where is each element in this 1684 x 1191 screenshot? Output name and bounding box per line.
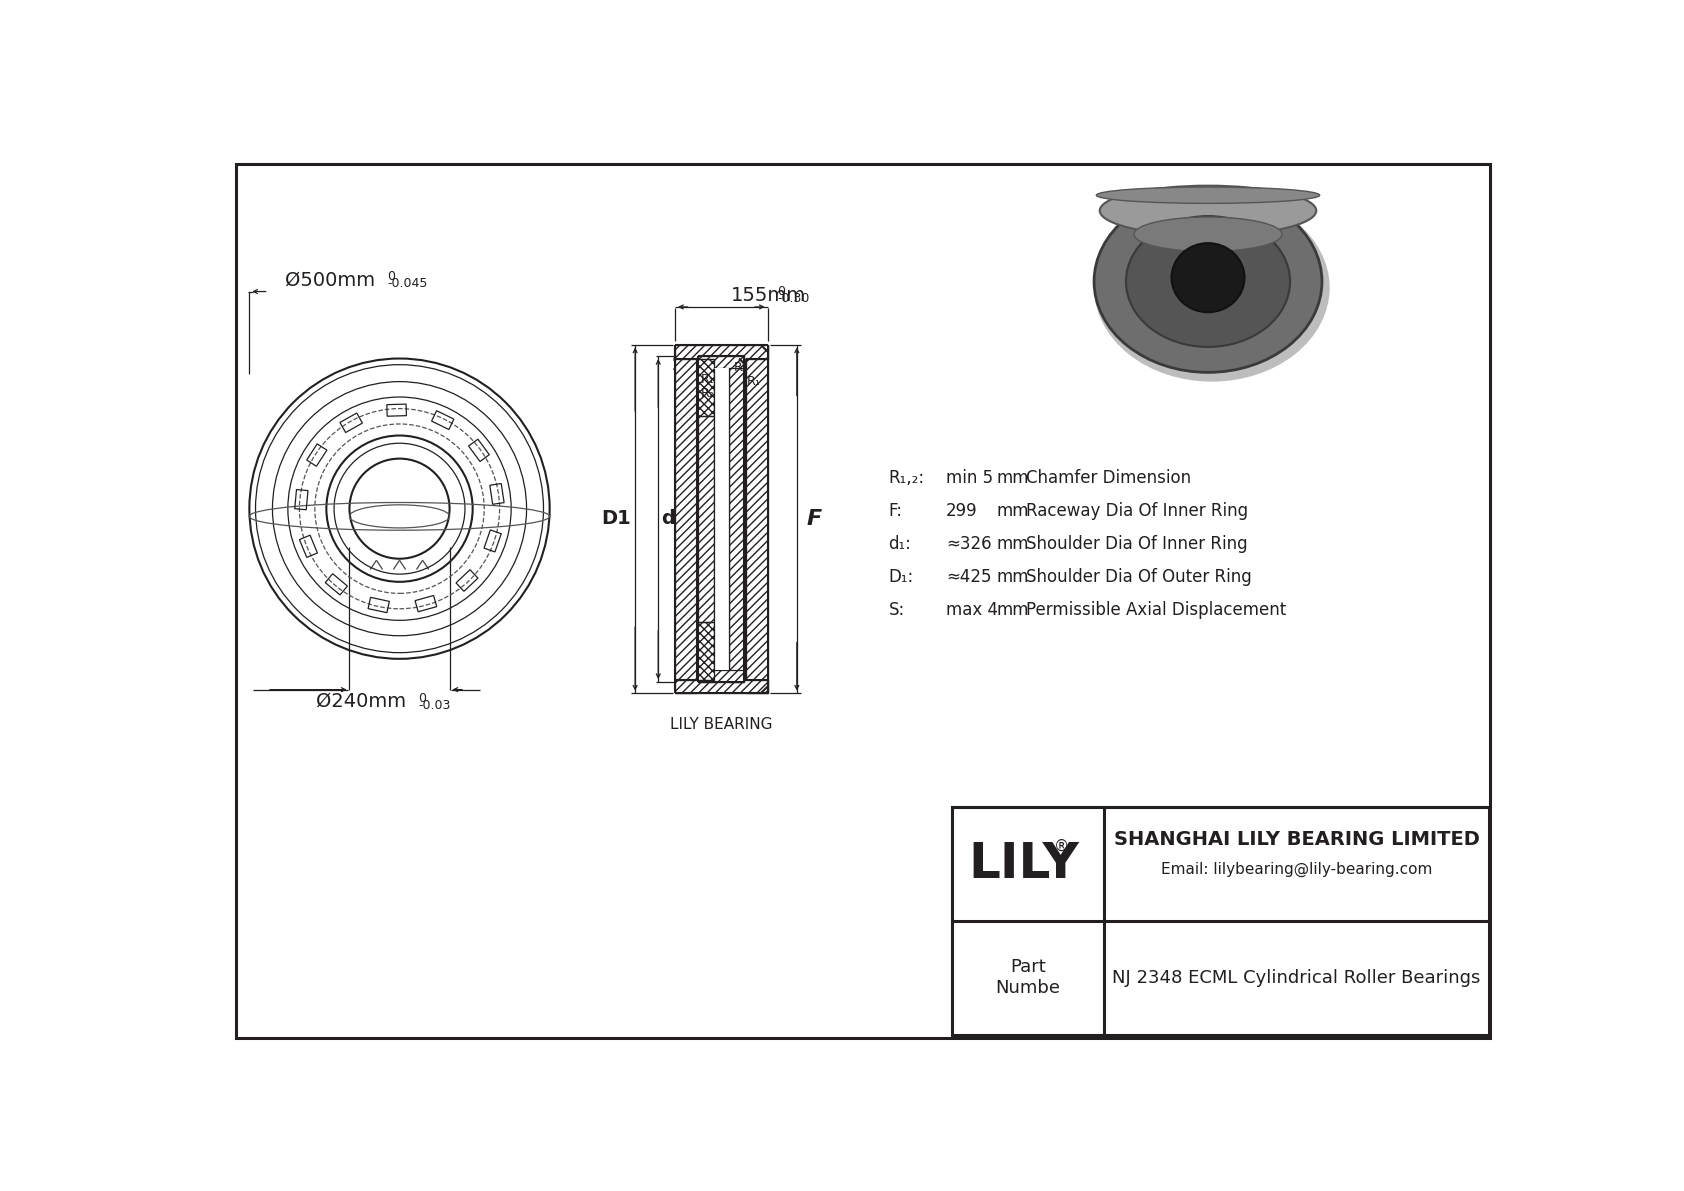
Text: mm: mm — [997, 601, 1029, 619]
Text: ®: ® — [1054, 840, 1069, 854]
Bar — [714, 368, 729, 671]
Bar — [456, 569, 478, 591]
Text: LILY: LILY — [968, 840, 1079, 887]
Text: -0.045: -0.045 — [387, 278, 428, 289]
Text: R₂: R₂ — [701, 387, 714, 400]
Bar — [387, 404, 406, 416]
Text: 0: 0 — [418, 692, 426, 705]
Bar — [729, 356, 744, 682]
Text: D1: D1 — [601, 510, 632, 528]
Bar — [295, 490, 308, 510]
Bar — [675, 344, 697, 693]
Bar — [746, 344, 768, 693]
Bar — [697, 622, 714, 680]
Ellipse shape — [1100, 186, 1317, 236]
Bar — [483, 530, 502, 551]
Text: 0: 0 — [387, 270, 396, 283]
Text: d₁:: d₁: — [889, 535, 911, 553]
Text: D₁:: D₁: — [889, 568, 914, 586]
Text: LILY BEARING: LILY BEARING — [670, 717, 773, 731]
Bar — [490, 484, 504, 504]
Text: Shoulder Dia Of Inner Ring: Shoulder Dia Of Inner Ring — [1026, 535, 1248, 553]
Ellipse shape — [1172, 243, 1244, 312]
Text: Chamfer Dimension: Chamfer Dimension — [1026, 469, 1191, 487]
Text: Raceway Dia Of Inner Ring: Raceway Dia Of Inner Ring — [1026, 501, 1248, 520]
Bar — [697, 358, 714, 417]
Text: F: F — [807, 509, 822, 529]
Bar — [369, 598, 389, 612]
Text: ≈326: ≈326 — [946, 535, 992, 553]
Text: 155mm: 155mm — [731, 286, 805, 305]
Bar — [414, 596, 436, 612]
Bar — [699, 671, 744, 682]
Ellipse shape — [1095, 194, 1330, 381]
Ellipse shape — [1133, 217, 1282, 251]
Bar — [468, 439, 490, 462]
Text: mm: mm — [997, 535, 1029, 553]
Text: min 5: min 5 — [946, 469, 994, 487]
Text: R₁: R₁ — [701, 373, 714, 386]
Bar — [699, 356, 714, 682]
Text: Ø240mm: Ø240mm — [317, 692, 406, 711]
Text: mm: mm — [997, 568, 1029, 586]
Text: R₂: R₂ — [734, 361, 748, 374]
Text: 299: 299 — [946, 501, 978, 520]
Text: Part
Numbe: Part Numbe — [995, 959, 1061, 997]
Text: 0: 0 — [778, 285, 785, 298]
Text: R₁,₂:: R₁,₂: — [889, 469, 925, 487]
Text: -0.30: -0.30 — [778, 292, 810, 305]
Bar — [306, 444, 327, 467]
Text: ≈425: ≈425 — [946, 568, 992, 586]
Text: mm: mm — [997, 469, 1029, 487]
Bar — [431, 411, 455, 430]
Text: R₁: R₁ — [746, 375, 761, 388]
Text: F:: F: — [889, 501, 903, 520]
Bar — [300, 535, 317, 557]
Text: mm: mm — [997, 501, 1029, 520]
Bar — [325, 574, 347, 596]
Text: Ø500mm: Ø500mm — [285, 270, 376, 289]
Bar — [699, 356, 744, 368]
Text: Shoulder Dia Of Outer Ring: Shoulder Dia Of Outer Ring — [1026, 568, 1251, 586]
Text: Email: lilybearing@lily-bearing.com: Email: lilybearing@lily-bearing.com — [1160, 861, 1433, 877]
Text: S: S — [672, 355, 684, 375]
Text: -0.03: -0.03 — [418, 699, 450, 712]
Text: SHANGHAI LILY BEARING LIMITED: SHANGHAI LILY BEARING LIMITED — [1113, 830, 1480, 849]
Text: S:: S: — [889, 601, 904, 619]
Bar — [675, 344, 768, 358]
Text: Permissible Axial Displacement: Permissible Axial Displacement — [1026, 601, 1287, 619]
Bar — [340, 413, 362, 432]
Text: d1: d1 — [662, 510, 689, 528]
Ellipse shape — [1127, 216, 1290, 347]
Text: max 4: max 4 — [946, 601, 999, 619]
Ellipse shape — [1095, 191, 1322, 373]
Ellipse shape — [1096, 187, 1320, 204]
Text: NJ 2348 ECML Cylindrical Roller Bearings: NJ 2348 ECML Cylindrical Roller Bearings — [1113, 968, 1480, 986]
Bar — [951, 807, 1489, 1035]
Bar — [675, 680, 768, 693]
